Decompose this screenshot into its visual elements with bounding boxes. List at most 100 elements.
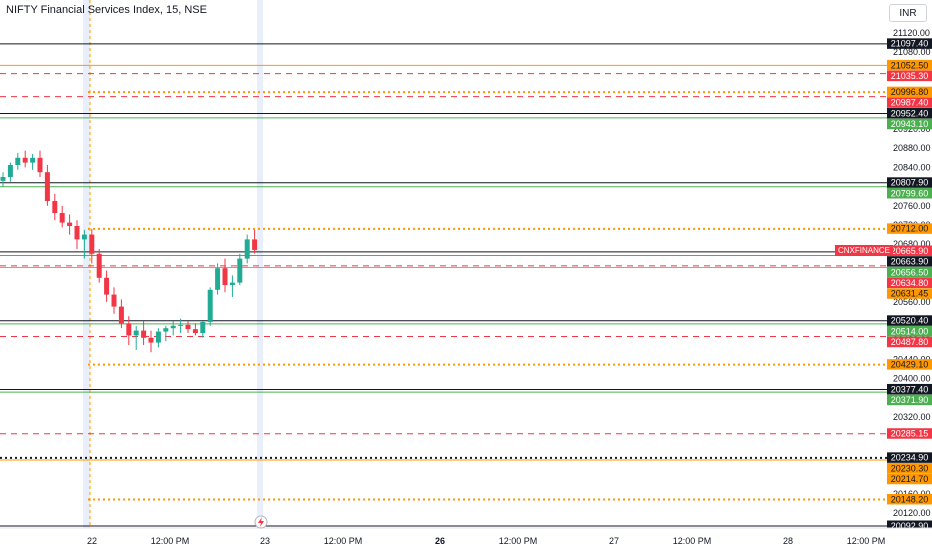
candle-body — [7, 165, 13, 177]
candle-body — [0, 177, 6, 181]
candle-body — [141, 330, 147, 338]
level-label-bg — [887, 315, 932, 326]
level-label: 20214.70 — [891, 474, 929, 484]
lightning-icon[interactable] — [254, 515, 268, 529]
chart-title: NIFTY Financial Services Index, 15, NSE — [6, 4, 207, 16]
level-label: 20285.15 — [891, 429, 929, 439]
x-tick-label: 12:00 PM — [499, 536, 538, 546]
level-label-bg — [887, 245, 932, 256]
level-label: 21097.40 — [891, 39, 929, 49]
candle-body — [111, 294, 117, 307]
level-label: 20377.40 — [891, 384, 929, 394]
level-label: 20634.80 — [891, 278, 929, 288]
y-tick-label: 21120.00 — [893, 28, 930, 38]
y-tick-label: 20760.00 — [893, 201, 931, 211]
candle-body — [215, 268, 221, 290]
level-label-bg — [887, 177, 932, 188]
candle-body — [178, 324, 184, 326]
level-label-bg — [887, 108, 932, 119]
level-label-bg — [887, 326, 932, 337]
candle-body — [22, 157, 28, 163]
candle-body — [37, 157, 43, 173]
level-label-bg — [887, 97, 932, 108]
level-label: 20996.80 — [891, 87, 929, 97]
level-label-bg — [887, 336, 932, 348]
x-tick-label: 12:00 PM — [151, 536, 190, 546]
level-label: 20487.80 — [891, 337, 929, 347]
session-band-0 — [83, 0, 90, 528]
level-label-bg — [887, 277, 932, 289]
level-label: 20663.90 — [891, 257, 929, 267]
y-tick-label: 20120.00 — [893, 508, 931, 518]
level-label-bg — [887, 70, 932, 82]
level-label: 20371.90 — [891, 395, 929, 405]
candle-body — [252, 239, 258, 250]
candle-body — [126, 323, 132, 336]
level-label: 20807.90 — [891, 178, 929, 188]
level-label: 21035.30 — [891, 71, 929, 81]
x-tick-label: 26 — [435, 536, 445, 546]
level-label-bg — [887, 463, 932, 474]
y-tick-label: 20840.00 — [893, 162, 931, 172]
level-label: 20987.40 — [891, 98, 929, 108]
y-tick-label: 20680.00 — [893, 239, 931, 249]
level-label-bg — [887, 59, 932, 71]
y-tick-label: 20560.00 — [893, 297, 931, 307]
level-label-bg — [887, 394, 932, 406]
candle-body — [74, 225, 80, 240]
level-label-bg — [887, 266, 932, 278]
candle-body — [229, 282, 235, 285]
level-label: 20429.10 — [891, 360, 929, 370]
x-tick-label: 22 — [87, 536, 97, 546]
level-label: 20234.90 — [891, 453, 929, 463]
candle-body — [133, 330, 139, 336]
candle-body — [148, 337, 154, 343]
level-label: 20712.00 — [891, 224, 929, 234]
session-band-1 — [257, 0, 263, 528]
x-tick-label: 28 — [783, 536, 793, 546]
level-label-bg — [887, 223, 932, 234]
time-axis[interactable]: 22 12:00 PM 23 12:00 PM 26 12:00 PM 27 12:00 PM… — [0, 527, 932, 550]
level-label-bg — [887, 452, 932, 463]
candle-body — [15, 157, 21, 165]
level-label-bg — [887, 473, 932, 485]
x-tick-label: 12:00 PM — [673, 536, 712, 546]
candle-body — [163, 328, 169, 332]
level-label-bg — [887, 493, 932, 505]
level-label: 20665.90 — [891, 246, 929, 256]
y-tick-label: 20320.00 — [893, 412, 931, 422]
level-label-bg — [887, 520, 932, 532]
x-tick-label: 27 — [609, 536, 619, 546]
level-label-bg — [887, 383, 932, 395]
candle-body — [96, 253, 102, 278]
level-label-bg — [887, 428, 932, 439]
level-label-bg — [887, 188, 932, 199]
level-label-bg — [887, 359, 932, 370]
x-tick-label: 12:00 PM — [847, 536, 886, 546]
candle-body — [59, 213, 65, 223]
x-tick-label: 23 — [260, 536, 270, 546]
currency-button[interactable]: INR — [889, 4, 927, 22]
x-tick-label: 12:00 PM — [324, 536, 363, 546]
candle-body — [89, 234, 95, 254]
symbol-tag: CNXFINANCE — [835, 245, 894, 256]
candlestick-series — [0, 150, 258, 353]
price-axis[interactable]: 21120.0021080.0020920.0020880.0020840.00… — [887, 0, 932, 532]
level-label: 20943.10 — [891, 119, 929, 129]
candle-body — [155, 331, 161, 343]
level-label-bg — [887, 288, 932, 299]
level-label-bg — [887, 86, 932, 98]
y-tick-label: 20160.00 — [893, 489, 931, 499]
candle-body — [200, 321, 206, 333]
level-label: 20656.50 — [891, 267, 929, 277]
level-label: 20952.40 — [891, 108, 929, 118]
price-levels — [0, 43, 887, 527]
candle-body — [244, 239, 250, 259]
candle-body — [237, 258, 243, 283]
candle-body — [192, 329, 198, 333]
level-label: 20148.20 — [891, 494, 929, 504]
candle-body — [81, 234, 87, 240]
level-label-bg — [887, 256, 932, 267]
candle-body — [30, 157, 36, 163]
